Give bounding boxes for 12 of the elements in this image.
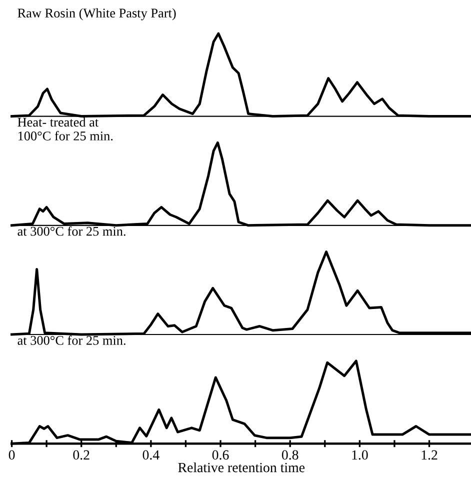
chart-title: at 300°C for 25 min. — [18, 226, 126, 236]
x-tick-label: 0.4 — [142, 450, 160, 460]
x-tick-label: 0.2 — [73, 450, 90, 460]
x-axis-title: Relative retention time — [178, 462, 305, 472]
chart-title: at 300°C for 25 min. — [18, 335, 126, 345]
x-tick-label: 0 — [8, 450, 15, 460]
chart-title: Heat- treated at 100°C for 25 min. — [18, 117, 113, 140]
x-tick-label: 1.2 — [422, 450, 438, 460]
x-tick-label: 1.0 — [352, 450, 368, 460]
x-tick-label: 0.6 — [212, 450, 229, 460]
x-tick-label: 0.8 — [282, 450, 298, 460]
chart-title: Raw Rosin (White Pasty Part) — [18, 8, 176, 20]
